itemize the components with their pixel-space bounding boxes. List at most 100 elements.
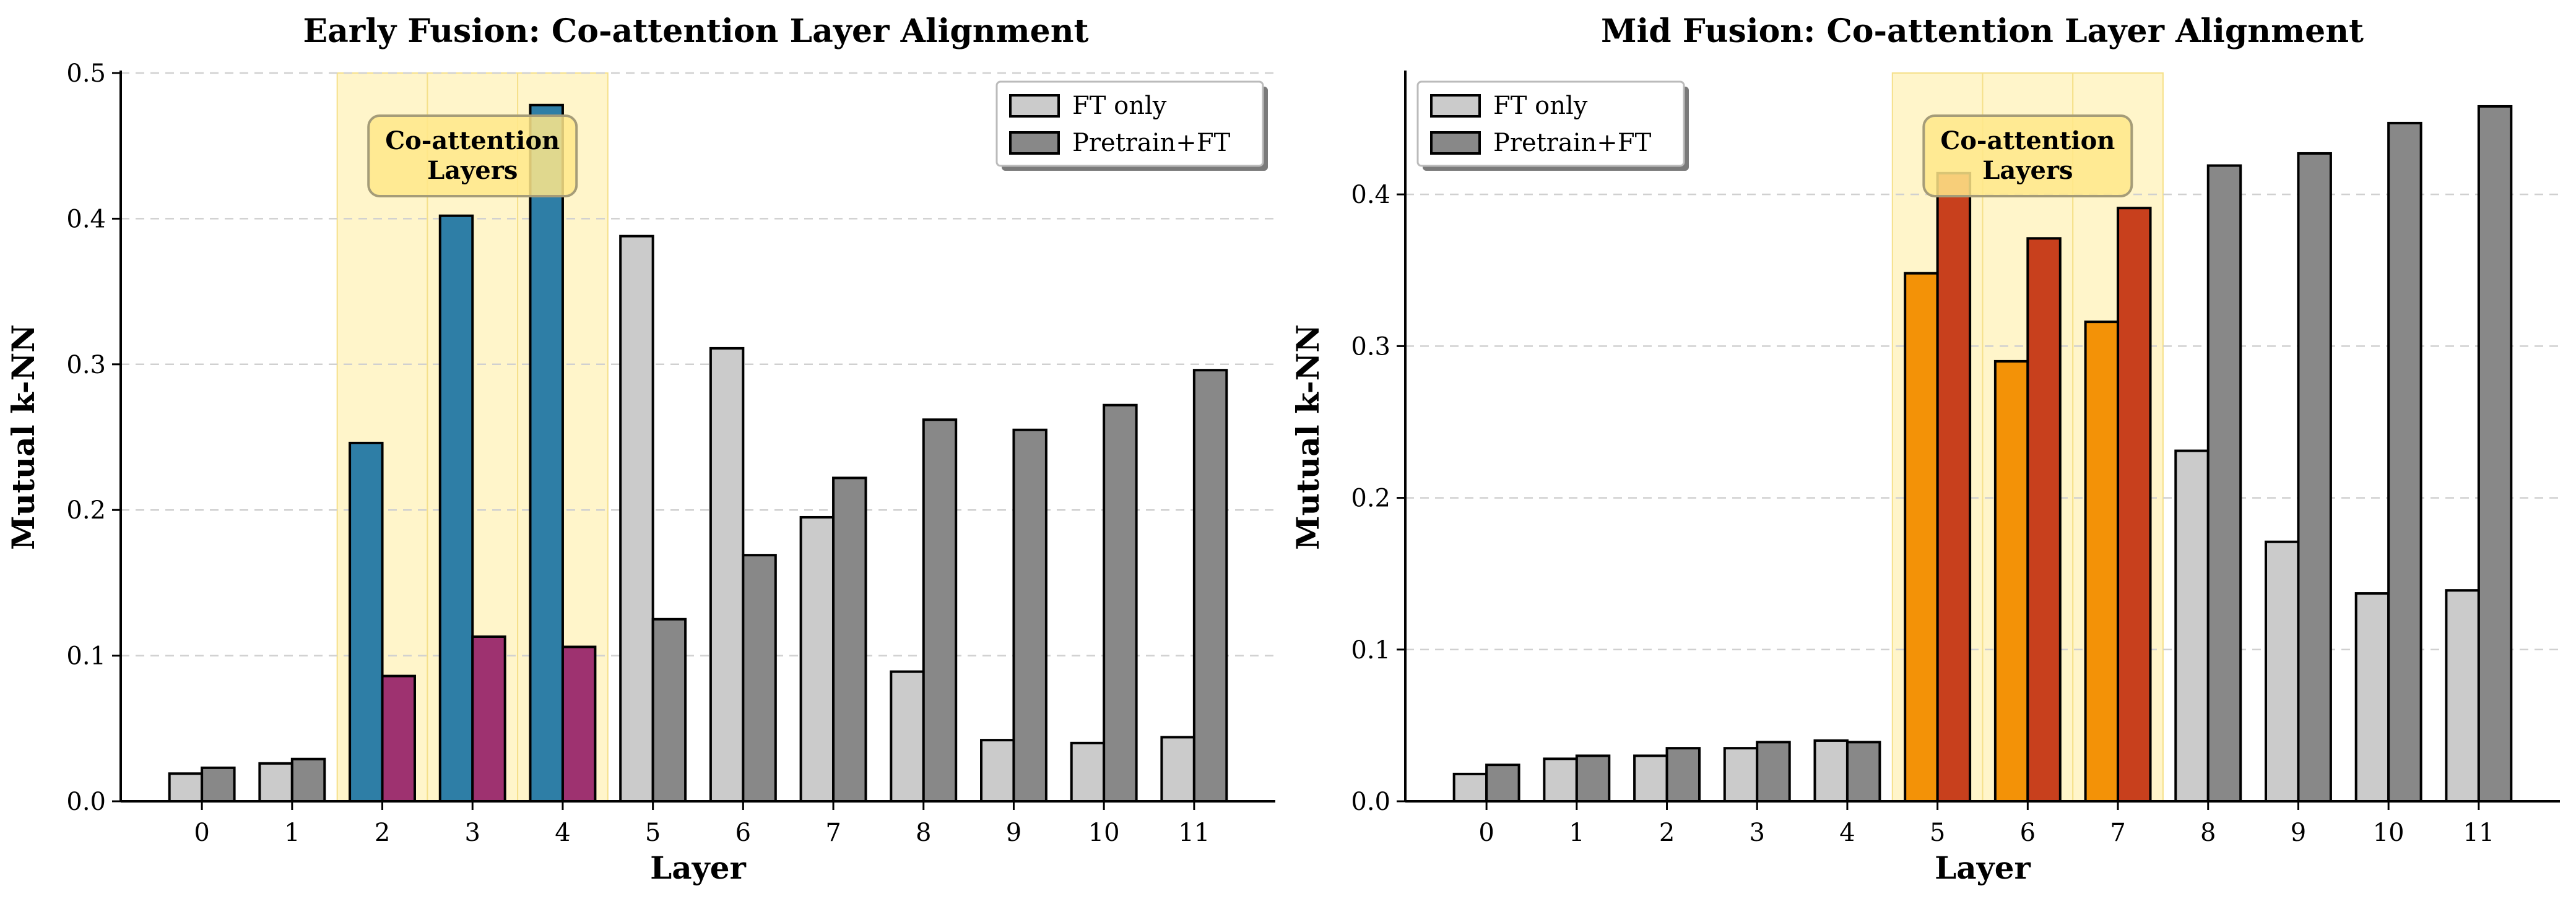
- bar-pretrain-ft: [2117, 207, 2152, 803]
- co-attention-label-box: [367, 114, 578, 197]
- bar-pretrain-ft: [832, 476, 867, 803]
- y-axis-label: Mutual k-NN: [5, 324, 41, 550]
- bar-pretrain-ft: [1012, 428, 1047, 803]
- y-tick-label: 0.1: [66, 642, 106, 671]
- legend-label: Pretrain+FT: [1493, 129, 1652, 157]
- x-tick-label: 3: [465, 819, 480, 847]
- legend-label: Pretrain+FT: [1072, 129, 1231, 157]
- bar-pretrain-ft: [2297, 152, 2332, 803]
- bar-pretrain-ft: [2026, 237, 2062, 803]
- bar-ft-only: [1543, 757, 1578, 803]
- x-tick-label: 9: [1006, 819, 1021, 847]
- bar-pretrain-ft: [922, 418, 958, 803]
- bar-pretrain-ft: [471, 635, 506, 803]
- y-tick-label: 0.1: [1351, 636, 1390, 665]
- bar-ft-only: [1160, 736, 1195, 803]
- y-tick-label: 0.3: [66, 351, 106, 379]
- x-tick-label: 9: [2291, 819, 2306, 847]
- x-tick-label: 4: [555, 819, 570, 847]
- x-tick-label: 2: [375, 819, 390, 847]
- legend-swatch: [1430, 94, 1481, 118]
- bar-ft-only: [2445, 589, 2480, 803]
- x-tick-label: 8: [2200, 819, 2216, 847]
- legend-label: FT only: [1493, 92, 1588, 120]
- bar-ft-only: [529, 103, 564, 803]
- y-tick-label: 0.2: [1351, 484, 1390, 513]
- y-tick-label: 0.4: [1351, 181, 1390, 209]
- bar-ft-only: [799, 515, 835, 803]
- bar-ft-only: [1993, 359, 2029, 803]
- y-tick-label: 0.0: [1351, 788, 1390, 816]
- co-attention-label: Co-attention: [1940, 126, 2115, 155]
- co-attention-label-box: [1922, 114, 2133, 197]
- x-axis-label: Layer: [1935, 850, 2031, 886]
- chart-title: Early Fusion: Co-attention Layer Alignme…: [303, 12, 1088, 50]
- x-tick-label: 4: [1839, 819, 1855, 847]
- x-tick-label: 0: [1478, 819, 1494, 847]
- bar-ft-only: [1070, 741, 1106, 803]
- y-tick-label: 0.0: [66, 788, 106, 816]
- bar-pretrain-ft: [2477, 105, 2513, 803]
- bar-pretrain-ft: [1756, 741, 1791, 803]
- bar-ft-only: [1813, 739, 1849, 803]
- legend: [1416, 80, 1685, 167]
- bar-ft-only: [2174, 449, 2210, 803]
- x-tick-label: 7: [825, 819, 841, 847]
- bar-pretrain-ft: [1845, 741, 1881, 803]
- early-fusion-chart: 0.0 0.1 0.2 0.3 0.4 0.5 0 1 2 3 4 5 6 7 8 9 10 11 Co-atten…: [5, 12, 1275, 886]
- x-axis-label: Layer: [650, 850, 746, 886]
- bar-ft-only: [258, 762, 293, 803]
- bar-pretrain-ft: [2206, 164, 2242, 803]
- x-tick-label: 5: [645, 819, 661, 847]
- bar-ft-only: [2084, 321, 2120, 803]
- x-tick-label: 11: [2463, 819, 2494, 847]
- bar-pretrain-ft: [1665, 747, 1701, 803]
- x-tick-label: 8: [916, 819, 931, 847]
- bar-pretrain-ft: [651, 618, 687, 803]
- bar-ft-only: [619, 235, 654, 803]
- legend-swatch: [1430, 131, 1481, 155]
- x-tick-label: 11: [1178, 819, 1210, 847]
- legend: [995, 80, 1264, 167]
- bar-ft-only: [1633, 754, 1668, 803]
- bar-ft-only: [1723, 747, 1759, 803]
- y-tick-label: 0.3: [1351, 332, 1390, 361]
- bar-ft-only: [980, 739, 1015, 803]
- legend-label: FT only: [1072, 92, 1167, 120]
- bar-pretrain-ft: [381, 674, 416, 803]
- co-attention-label: Co-attention: [385, 126, 560, 155]
- bar-pretrain-ft: [742, 554, 777, 803]
- bar-pretrain-ft: [1485, 764, 1520, 803]
- bar-ft-only: [1904, 272, 1939, 803]
- x-tick-label: 10: [1088, 819, 1120, 847]
- bar-pretrain-ft: [2387, 121, 2422, 803]
- bar-pretrain-ft: [1103, 403, 1138, 803]
- bar-ft-only: [168, 772, 204, 803]
- bar-pretrain-ft: [290, 757, 326, 803]
- y-tick-label: 0.4: [66, 205, 106, 233]
- bar-ft-only: [890, 670, 925, 803]
- bar-pretrain-ft: [561, 645, 597, 803]
- co-attention-label: Layers: [1982, 156, 2073, 185]
- bar-ft-only: [438, 214, 474, 803]
- bar-ft-only: [2354, 592, 2390, 803]
- y-axis-label: Mutual k-NN: [1290, 324, 1326, 550]
- x-tick-label: 1: [284, 819, 300, 847]
- x-tick-label: 5: [1930, 819, 1945, 847]
- x-tick-label: 0: [194, 819, 209, 847]
- x-tick-label: 1: [1569, 819, 1584, 847]
- bar-ft-only: [2265, 540, 2300, 803]
- bar-pretrain-ft: [201, 766, 236, 803]
- x-tick-label: 2: [1659, 819, 1675, 847]
- bar-ft-only: [709, 347, 745, 803]
- y-tick-label: 0.5: [66, 59, 106, 88]
- chart-title: Mid Fusion: Co-attention Layer Alignment: [1601, 12, 2364, 50]
- x-tick-label: 3: [1750, 819, 1765, 847]
- bar-pretrain-ft: [1936, 171, 1972, 803]
- y-tick-label: 0.2: [66, 496, 106, 525]
- legend-swatch: [1009, 131, 1060, 155]
- bar-pretrain-ft: [1192, 369, 1228, 803]
- x-tick-label: 7: [2110, 819, 2125, 847]
- x-tick-label: 6: [2020, 819, 2036, 847]
